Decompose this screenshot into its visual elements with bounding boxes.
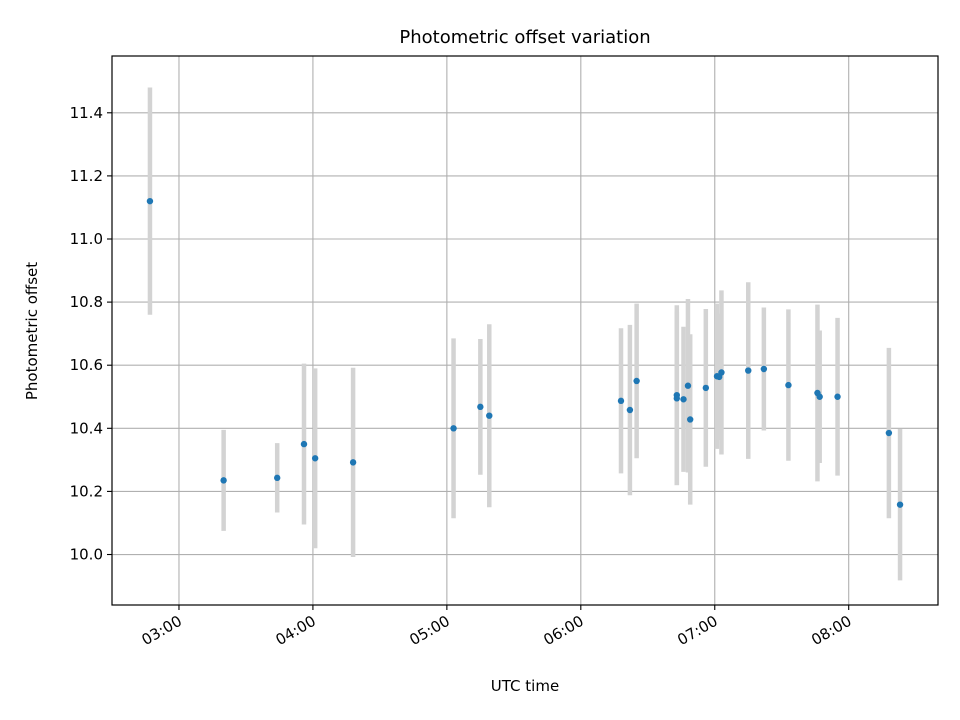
data-point [885,429,893,437]
y-tick-label: 11.4 [70,104,103,122]
data-point [896,501,904,508]
data-point [274,474,281,482]
data-point [626,406,634,414]
data-point [349,459,357,466]
data-point [311,455,319,462]
data-point [300,440,308,448]
data-point [477,403,484,411]
data-point [673,395,681,402]
plot-frame [111,55,939,606]
y-tick-label: 10.0 [70,546,103,564]
data-point [486,412,493,419]
x-axis-label: UTC time [491,677,559,695]
y-tick-label: 10.4 [70,419,103,437]
y-tick-label: 10.6 [70,356,103,374]
data-point [633,377,640,385]
data-point [785,381,792,389]
data-point [220,477,227,484]
data-point [687,416,694,423]
chart-title: Photometric offset variation [399,27,650,48]
data-point [680,396,687,403]
y-tick-label: 11.0 [70,230,103,248]
y-axis-label: Photometric offset [23,262,41,400]
data-point [684,382,692,389]
data-point [816,393,823,400]
data-point [702,384,710,392]
data-point [834,393,841,400]
y-tick-label: 10.8 [70,293,103,311]
data-point [450,425,457,432]
grid [112,56,938,605]
data-point [146,197,154,205]
data-point [760,365,768,373]
data-point [617,397,625,405]
data-point [745,367,752,374]
y-axis: 10.0 10.2 10.4 10.6 10.8 11.0 11.2 11.4 [70,104,112,564]
y-tick-label: 10.2 [70,482,103,500]
y-tick-label: 11.2 [70,167,103,185]
data-points [146,197,904,508]
data-point [718,369,725,376]
